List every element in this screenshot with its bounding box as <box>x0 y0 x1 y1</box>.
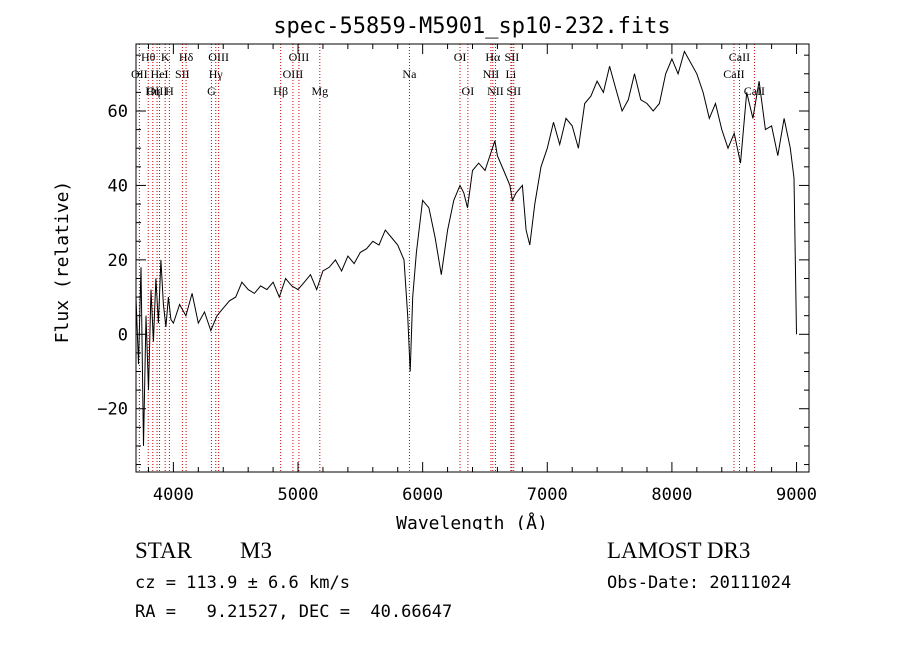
line-label-27: CaII <box>744 84 765 98</box>
plot-frame <box>135 43 810 473</box>
y-tick-label: −20 <box>97 400 128 420</box>
x-tick-label: 7000 <box>527 485 568 505</box>
line-label-26: CaII <box>723 67 744 81</box>
line-label-2: OIII <box>147 84 168 98</box>
x-tick-label: 6000 <box>402 485 443 505</box>
y-tick-label: 20 <box>108 251 128 271</box>
survey-name: LAMOST DR3 <box>607 538 751 563</box>
line-label-12: Hβ <box>273 84 288 98</box>
x-tick-label: 5000 <box>278 485 319 505</box>
line-label-11: G <box>207 84 216 98</box>
line-label-13: OIII <box>289 50 310 64</box>
line-label-18: OI <box>462 84 475 98</box>
line-label-24: SII <box>506 84 521 98</box>
emission-line-markers <box>138 44 755 472</box>
line-label-15: Mg <box>311 84 328 98</box>
spectrum-chart: spec-55859-M5901_sp10-232.fits HθOIIOIII… <box>52 14 817 530</box>
ra-dec-coordinates: RA = 9.21527, DEC = 40.66647 <box>135 602 453 622</box>
y-tick-label: 60 <box>108 102 128 122</box>
line-label-8: Hδ <box>179 50 194 64</box>
line-label-17: OI <box>454 50 467 64</box>
line-label-19: Hα <box>485 50 501 64</box>
line-label-16: Na <box>402 67 417 81</box>
line-label-6: SII <box>175 67 190 81</box>
line-label-23: NII <box>487 84 504 98</box>
line-label-9: OIII <box>208 50 229 64</box>
redshift-cz: cz = 113.9 ± 6.6 km/s <box>135 573 350 593</box>
line-label-20: SII <box>505 50 520 64</box>
x-tick-label: 8000 <box>651 485 692 505</box>
line-label-0: Hθ <box>141 50 156 64</box>
object-subclass: M3 <box>240 538 272 563</box>
x-tick-label: 9000 <box>776 485 817 505</box>
line-label-5: Hη <box>145 84 160 98</box>
line-label-25: CaII <box>729 50 750 64</box>
x-axis-label: Wavelength (Å) <box>396 512 548 530</box>
line-label-10: Hγ <box>209 67 224 81</box>
spectrum-line <box>135 50 797 446</box>
line-label-4: HeI <box>151 67 169 81</box>
x-tick-label: 4000 <box>153 485 194 505</box>
object-class: STAR <box>135 538 192 563</box>
y-axis-ticks: −20 0 20 40 60 <box>97 54 809 466</box>
line-label-14: OIII <box>283 67 304 81</box>
line-label-3: K <box>161 50 170 64</box>
observation-date: Obs-Date: 20111024 <box>607 573 792 593</box>
line-label-22: Li <box>506 67 517 81</box>
y-axis-label: Flux (relative) <box>52 181 73 344</box>
chart-title: spec-55859-M5901_sp10-232.fits <box>273 14 670 39</box>
line-label-7: H <box>165 84 174 98</box>
y-tick-label: 0 <box>118 325 128 345</box>
y-tick-label: 40 <box>108 176 128 196</box>
x-axis-ticks: 4000 5000 6000 7000 8000 9000 <box>147 44 817 505</box>
line-label-21: NII <box>483 67 500 81</box>
